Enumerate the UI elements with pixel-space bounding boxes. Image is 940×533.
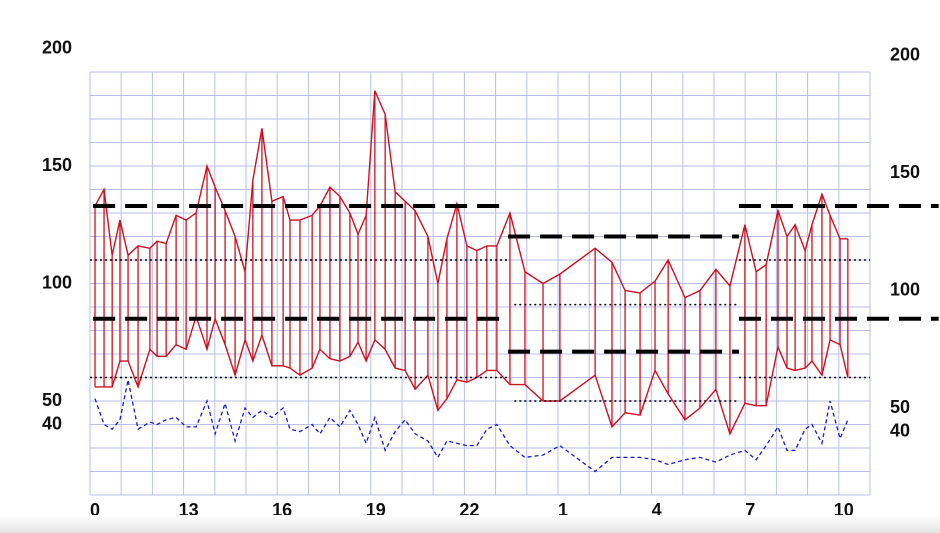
x-tick-label: 1 <box>558 500 568 520</box>
x-tick-label: 22 <box>459 500 479 520</box>
y2-tick-label: 200 <box>890 44 920 64</box>
y2-tick-label: 150 <box>890 162 920 182</box>
bottom-shade <box>0 515 940 533</box>
x-tick-label: 10 <box>834 500 854 520</box>
pressure-line <box>94 314 849 436</box>
pressure-line <box>94 90 848 299</box>
y2-tick-label: 100 <box>890 279 920 299</box>
x-tick-label: 7 <box>745 500 755 520</box>
x-tick-label: 13 <box>179 500 199 520</box>
y2-tick-label: 40 <box>890 420 910 440</box>
x-tick-label: 0 <box>90 500 100 520</box>
y2-tick-label: 50 <box>890 397 910 417</box>
x-tick-label: 4 <box>652 500 662 520</box>
y-tick-label: 50 <box>42 390 62 410</box>
x-tick-label: 19 <box>366 500 386 520</box>
y-tick-label: 150 <box>42 155 72 175</box>
y-tick-label: 100 <box>42 272 72 292</box>
y-tick-label: 200 <box>42 37 72 57</box>
heart-rate-line <box>94 379 849 473</box>
x-tick-label: 16 <box>272 500 292 520</box>
y-tick-label: 40 <box>42 413 62 433</box>
